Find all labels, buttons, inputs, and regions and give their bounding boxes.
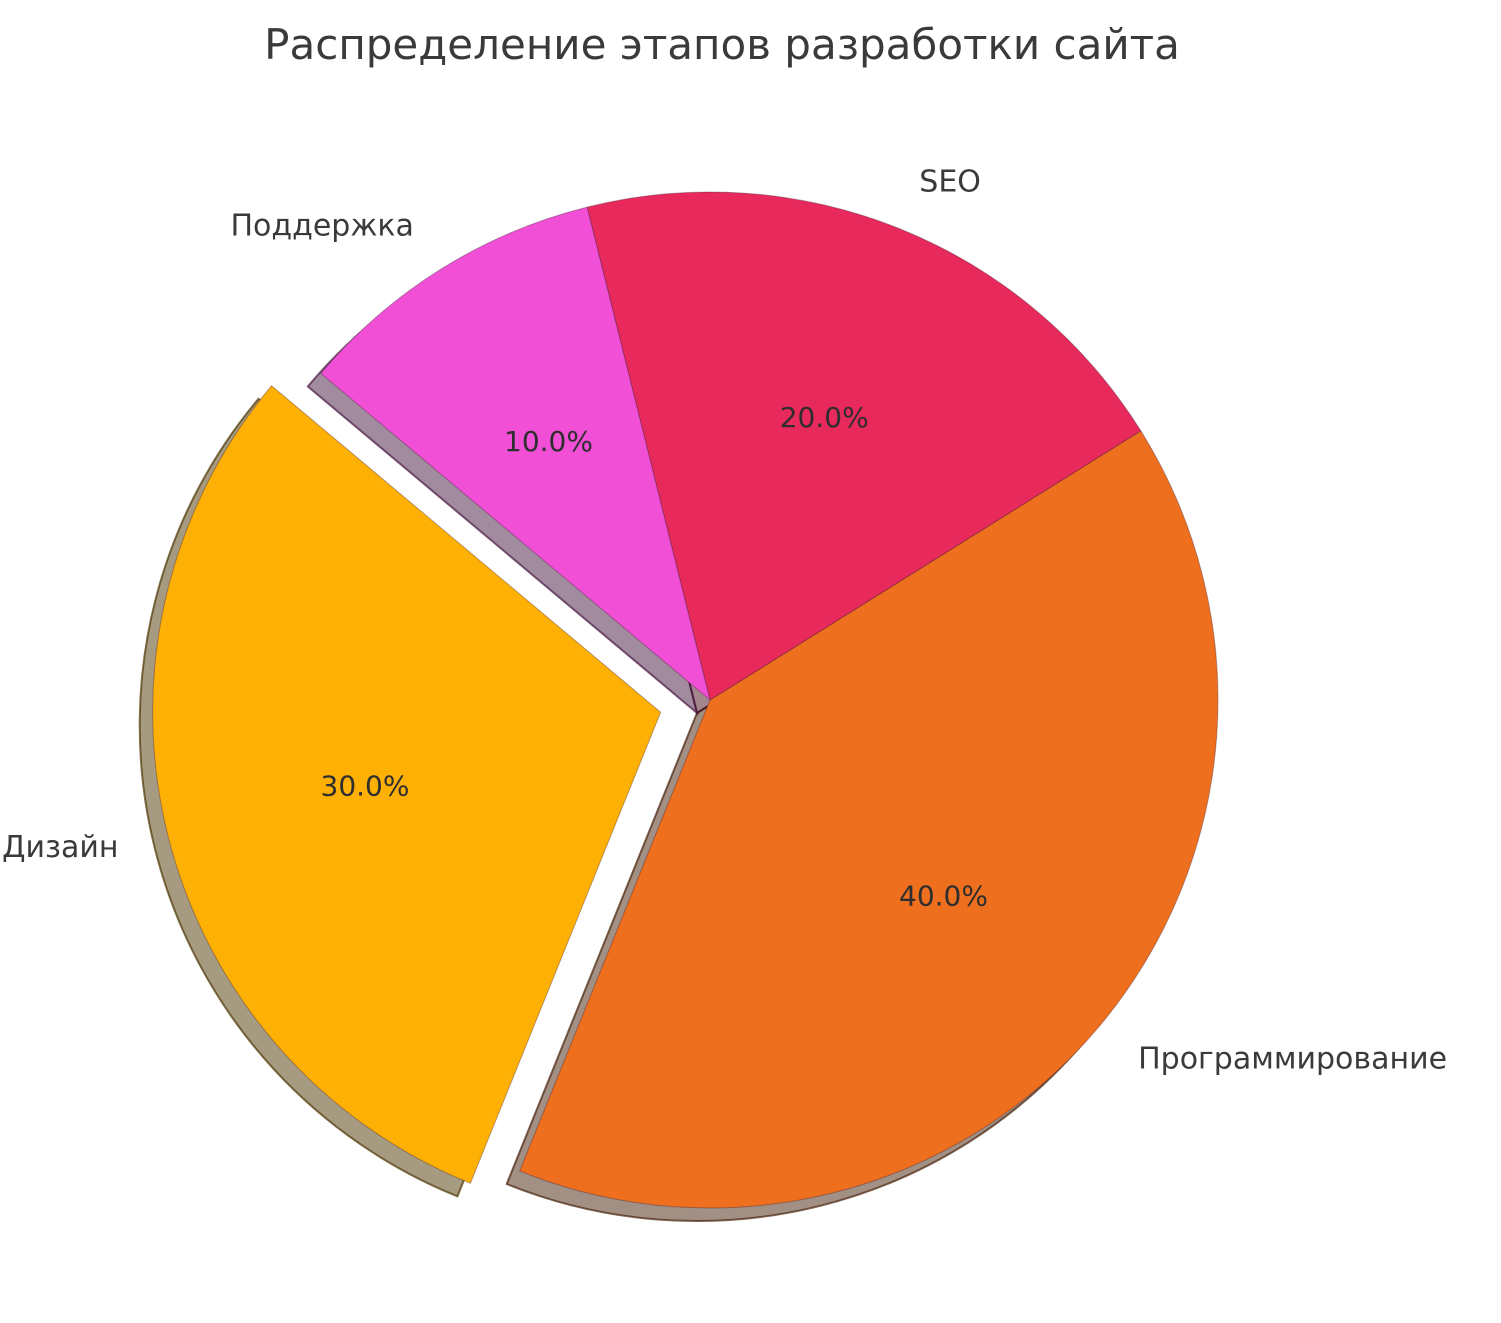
pie-slice-seo: [586, 191, 1142, 701]
pie-slice-programming: [519, 430, 1219, 1209]
pie-label-programming: Программирование: [1138, 1042, 1447, 1077]
pie-label-seo: SEO: [919, 164, 981, 199]
pie-pct-design: 30.0%: [321, 770, 410, 803]
pie-label-design: Дизайн: [2, 830, 118, 865]
pie-pct-seo: 20.0%: [780, 401, 869, 434]
pie-pct-programming: 40.0%: [899, 879, 988, 912]
chart-title: Распределение этапов разработки сайта: [264, 20, 1180, 69]
pie-pct-support: 10.0%: [504, 425, 593, 458]
pie-label-support: Поддержка: [230, 209, 413, 244]
pie-slice-support: [320, 206, 711, 702]
pie-slice-design: [152, 385, 662, 1184]
